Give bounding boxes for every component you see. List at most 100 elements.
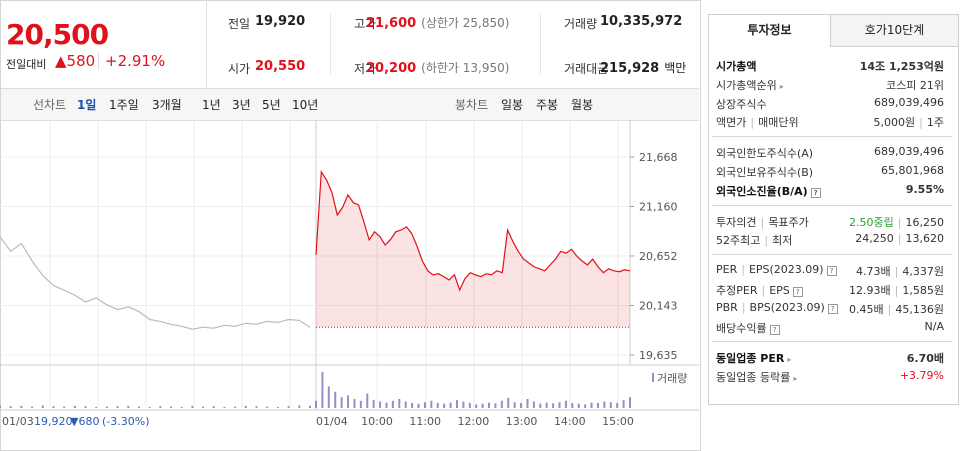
info-divider <box>712 254 952 256</box>
value-part: 0.45배 <box>849 302 884 316</box>
period-tab[interactable]: 10년 <box>292 98 319 112</box>
more-arrow[interactable]: ▸ <box>793 374 798 384</box>
volume-bar <box>9 406 12 408</box>
value-part: 1주 <box>926 116 944 130</box>
period-tab[interactable]: 1일 <box>77 98 97 112</box>
help-icon[interactable]: ? <box>826 266 837 277</box>
info-label: 액면가 | 매매단위 <box>716 114 799 130</box>
info-label: 외국인한도주식수(A) <box>716 145 813 161</box>
help-icon[interactable]: ? <box>792 287 803 297</box>
period-tab[interactable]: 5년 <box>262 98 281 112</box>
value-part: 4.73배 <box>856 265 891 279</box>
volume-bar <box>372 400 375 408</box>
volume-bar <box>105 406 108 408</box>
help-icon[interactable]: ? <box>769 324 780 335</box>
volume-bar <box>340 397 343 408</box>
help-icon[interactable]: ? <box>810 187 821 198</box>
volume-bar <box>539 403 542 408</box>
volume-bar <box>564 400 567 408</box>
volume-bar <box>334 391 337 408</box>
value-part: 14조 1,253억원 <box>859 60 944 73</box>
summary-value: 20,200 (하한가 13,950) <box>366 61 510 76</box>
label-part: 동일업종 PER <box>716 352 785 366</box>
more-arrow[interactable]: ▸ <box>779 81 784 91</box>
label-part: PER <box>716 263 738 277</box>
more-arrow[interactable]: ▸ <box>787 355 792 365</box>
prev-rate: (-3.30%) <box>102 415 150 428</box>
volume-bar <box>385 402 388 408</box>
price-line <box>0 236 311 330</box>
volume-bar <box>468 402 471 408</box>
value-part: 12.93배 <box>849 284 891 297</box>
volume-bar <box>20 405 23 408</box>
info-label: 시가총액 <box>716 58 756 74</box>
period-tab[interactable]: 주봉 <box>536 98 559 112</box>
info-value: +3.79% <box>900 369 944 382</box>
sep: | <box>887 302 892 316</box>
volume-bar <box>148 406 151 408</box>
volume-bar <box>590 402 593 408</box>
label-part: 추정PER <box>716 284 758 297</box>
info-label: 추정PER | EPS? <box>716 282 803 298</box>
value-part: N/A <box>924 319 944 333</box>
summary-value: 215,928 백만 <box>600 61 687 76</box>
info-box <box>708 14 959 405</box>
volume-bar <box>411 402 414 408</box>
summary-note: 백만 <box>664 61 687 75</box>
volume-bar <box>513 402 516 408</box>
period-label: 봉차트 <box>455 98 489 112</box>
volume-bar <box>347 395 350 408</box>
divider <box>206 0 207 88</box>
volume-bar <box>298 405 301 408</box>
volume-bar <box>244 405 247 408</box>
info-label: 외국인소진율(B/A)? <box>716 183 821 199</box>
change-label: 전일대비 <box>6 58 47 71</box>
period-tab[interactable]: 1주일 <box>109 98 139 112</box>
info-tab[interactable]: 투자정보 <box>709 15 830 47</box>
volume-bar <box>191 405 194 408</box>
period-tab[interactable]: 월봉 <box>571 98 594 112</box>
volume-bar <box>180 406 183 408</box>
summary-value: 10,335,972 <box>600 14 683 29</box>
label-part: 동일업종 등락률 <box>716 371 791 385</box>
price-line <box>315 170 631 292</box>
volume-bar <box>52 406 55 408</box>
info-value: 5,000원 | 1주 <box>874 114 944 130</box>
value-part: 1,585원 <box>902 284 944 297</box>
volume-bar <box>436 402 439 408</box>
label-part: 매매단위 <box>758 116 799 130</box>
label-part: PBR <box>716 300 738 314</box>
label-part: 외국인한도주식수(A) <box>716 147 814 161</box>
x-tick-label: 15:00 <box>602 415 634 428</box>
volume-bar <box>596 402 599 408</box>
sep: | <box>897 215 902 229</box>
summary-note: (하한가 13,950) <box>421 61 510 75</box>
volume-bar <box>455 400 458 408</box>
volume-bar <box>507 397 510 408</box>
period-bar <box>1 88 699 121</box>
volume-bar <box>315 400 317 408</box>
period-tab[interactable]: 3개월 <box>152 98 182 112</box>
value-part: 코스피 21위 <box>886 78 944 92</box>
info-divider <box>712 136 952 138</box>
info-value: 689,039,496 <box>874 145 944 158</box>
help-icon[interactable]: ? <box>827 303 838 314</box>
area <box>316 172 630 328</box>
value-part: 9.55% <box>905 182 944 196</box>
volume-bar <box>234 406 237 408</box>
info-tab[interactable]: 호가10단계 <box>830 15 958 47</box>
period-tab[interactable]: 3년 <box>232 98 251 112</box>
info-label: 외국인보유주식수(B) <box>716 164 813 180</box>
volume-bar <box>266 406 269 408</box>
value-part: 45,136원 <box>895 302 944 316</box>
info-value: 0.45배 | 45,136원 <box>849 301 944 317</box>
label-part: 최저 <box>772 234 793 248</box>
period-tab[interactable]: 일봉 <box>501 98 524 112</box>
summary-value: 21,600 (상한가 25,850) <box>366 16 510 31</box>
value-part: 689,039,496 <box>874 145 944 159</box>
summary-label: 저가 <box>354 62 377 76</box>
period-tab[interactable]: 1년 <box>202 98 221 112</box>
label-part: BPS(2023.09) <box>749 300 825 314</box>
sep: | <box>761 284 766 297</box>
